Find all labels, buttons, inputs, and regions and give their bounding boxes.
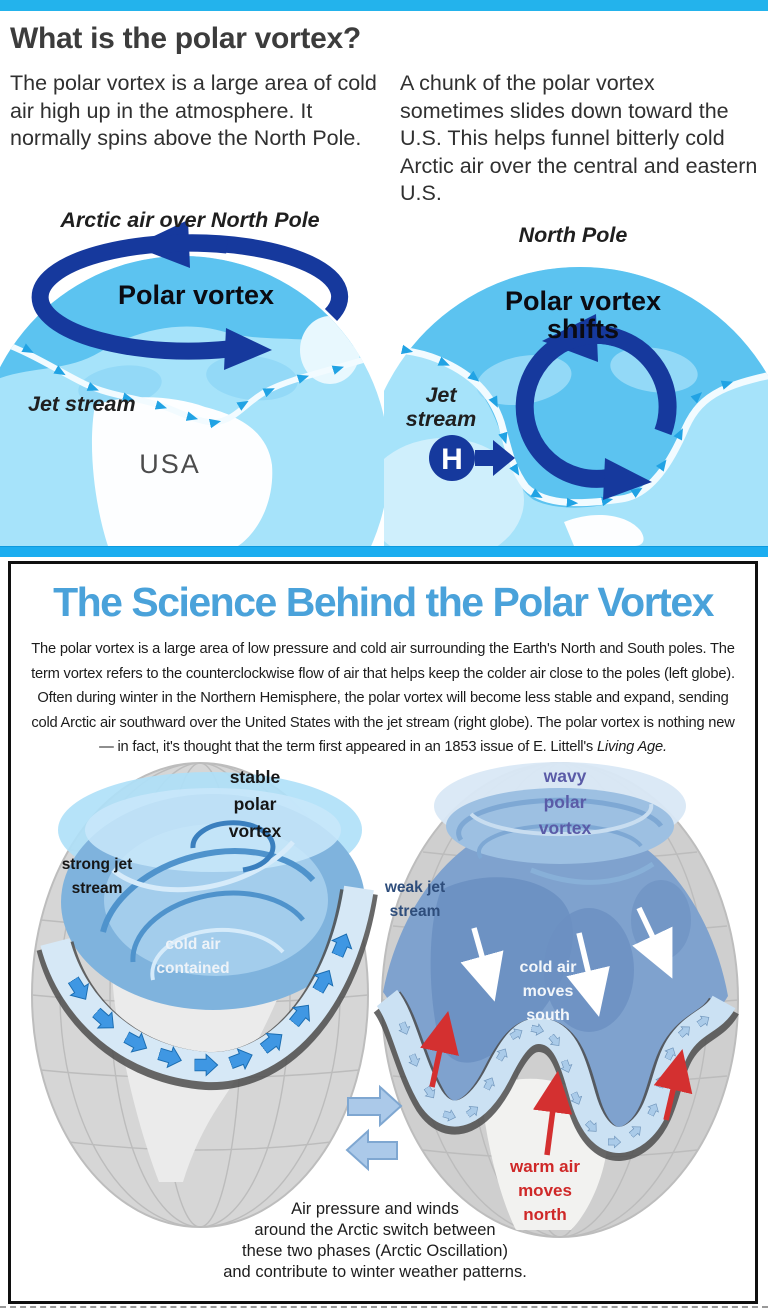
arctic-oscillation-diagram: stable polar vortex strong jet stream co… [31,762,739,1281]
weak-jet-label-2: stream [390,903,441,920]
high-pressure-arrow-icon [475,440,515,476]
stable-vortex-label-2: polar [234,794,277,814]
cold-air-south-label-1: cold air [520,959,577,976]
phase-switch-arrows [345,1084,403,1172]
jet-stream-label-1: Jet [425,383,457,407]
weak-jet-label-1: weak jet [384,879,445,896]
wavy-vortex-label-3: vortex [539,818,592,838]
globe-caption: North Pole [519,223,628,247]
strong-jet-label-2: stream [72,880,123,897]
science-intro-paragraph: The polar vortex is a large area of low … [30,637,736,760]
globe-shifted-vortex-illustration: H North Pole Polar vortex shifts Jet str… [384,223,768,546]
high-pressure-marker: H [429,435,515,481]
caption-line-1: Air pressure and winds [291,1200,459,1218]
cold-air-contained-label-2: contained [156,960,229,977]
diagram-caption: Air pressure and winds around the Arctic… [223,1200,527,1281]
cold-air-south-label-3: south [526,1007,570,1024]
strong-jet-stream-band [36,885,378,1091]
globe-normal-vortex-illustration: Arctic air over North Pole Polar vortex … [0,208,384,546]
usa-landmass [91,397,273,546]
caption-line-3: these two phases (Arctic Oscillation) [242,1242,508,1260]
warm-air-north-arrows [420,1010,693,1156]
mexico-landmass [564,515,644,546]
top-accent-bar [0,0,768,11]
jet-stream-label-2: stream [406,407,477,431]
science-intro-citation: Living Age. [596,739,667,756]
stable-vortex-label-1: stable [230,767,281,787]
cold-air-south-label-2: moves [523,983,574,1000]
landmass-patch [631,880,691,960]
bottom-dashed-rule [0,1306,768,1308]
cold-air-south-arrows [460,906,673,1017]
globe-caption: Arctic air over North Pole [59,208,319,232]
high-pressure-symbol: H [441,443,463,476]
polar-vortex-shifts-label-1: Polar vortex [505,286,661,316]
intro-paragraph-right: A chunk of the polar vortex sometimes sl… [400,71,758,205]
usa-label: USA [139,449,201,479]
caption-line-2: around the Arctic switch between [254,1221,495,1239]
cold-air-contained-label-1: cold air [165,936,220,953]
polar-vortex-ring [515,314,677,500]
wavy-vortex-label-2: polar [544,792,587,812]
science-intro-text: The polar vortex is a large area of low … [31,641,735,756]
polar-vortex-label: Polar vortex [118,280,274,310]
science-panel: The Science Behind the Polar Vortex The … [8,561,758,1304]
warm-air-north-label-1: warm air [509,1157,580,1176]
science-title: The Science Behind the Polar Vortex [53,579,714,625]
page-title: What is the polar vortex? [10,22,361,55]
caption-line-4: and contribute to winter weather pattern… [223,1263,527,1281]
jet-stream-label: Jet stream [28,392,136,416]
polar-vortex-shifts-label-2: shifts [547,314,619,344]
phase-arrow-right-icon [347,1084,403,1128]
warm-air-north-label-2: moves [518,1181,572,1200]
section-divider-bar [0,546,768,557]
stable-vortex-label-3: vortex [229,821,282,841]
wavy-vortex-globe: wavy polar vortex weak jet stream cold a… [373,762,739,1238]
vortex-arrowhead-icon [224,328,272,370]
warm-air-north-label-3: north [523,1205,566,1224]
vortex-arrowhead-icon [603,458,652,500]
wavy-vortex-label-1: wavy [543,766,587,786]
intro-paragraph-left: The polar vortex is a large area of cold… [10,71,377,150]
phase-arrow-left-icon [345,1128,398,1172]
strong-jet-label-1: strong jet [62,856,133,873]
wavy-vortex-swirl [434,762,686,885]
stable-vortex-globe: stable polar vortex strong jet stream co… [31,762,378,1228]
polar-vortex-ring [31,220,349,370]
